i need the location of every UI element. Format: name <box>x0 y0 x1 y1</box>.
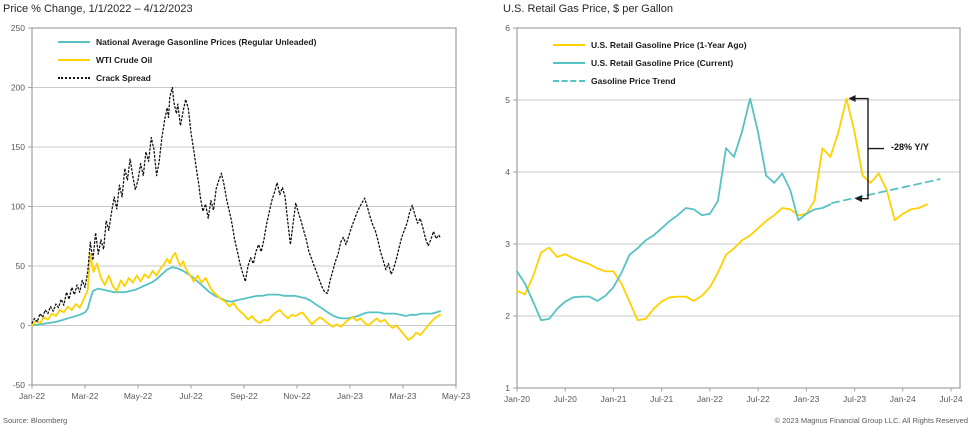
series-line-solid <box>516 97 832 322</box>
x-tick-label: Mar-23 <box>390 391 417 401</box>
legend-item-one-year-ago: U.S. Retail Gasoline Price (1-Year Ago) <box>553 39 747 50</box>
plot-border <box>516 27 961 389</box>
yoy-change-annotation: -28% Y/Y <box>891 142 929 152</box>
right-chart-legend: U.S. Retail Gasoline Price (1-Year Ago) … <box>553 39 747 86</box>
y-tick-label: 150 <box>11 142 25 152</box>
teal-line-swatch-icon <box>553 61 585 64</box>
series-line-dotted <box>31 86 441 324</box>
y-tick-label: 200 <box>11 83 25 93</box>
dotted-line-swatch-icon <box>58 76 90 79</box>
copyright-note: © 2023 Magnus Financial Group LLC. All R… <box>774 416 968 425</box>
y-tick-label: 250 <box>11 23 25 33</box>
x-tick-label: Sep-22 <box>230 391 258 401</box>
left-chart-title: Price % Change, 1/1/2022 – 4/12/2023 <box>3 3 193 15</box>
y-tick-label: 6 <box>505 23 510 33</box>
yellow-line-swatch-icon <box>58 58 90 61</box>
legend-item-crack-spread: Crack Spread <box>58 72 316 83</box>
x-tick-label: Jul-22 <box>747 394 770 404</box>
arrow-left-icon <box>854 195 862 203</box>
series-line-solid <box>31 251 442 341</box>
legend-item-current: U.S. Retail Gasoline Price (Current) <box>553 57 747 68</box>
right-chart-title: U.S. Retail Gas Price, $ per Gallon <box>503 3 673 15</box>
x-tick-label: Jan-23 <box>337 391 363 401</box>
x-tick-label: Jan-20 <box>504 394 530 404</box>
legend-label: U.S. Retail Gasoline Price (Current) <box>591 57 734 68</box>
legend-label: National Average Gasonline Prices (Regul… <box>96 36 317 47</box>
legend-label: Gasoline Price Trend <box>591 75 676 86</box>
y-tick-label: 3 <box>505 239 510 249</box>
teal-line-swatch-icon <box>58 40 90 43</box>
series-line-solid <box>31 266 442 327</box>
x-tick-label: Jul-22 <box>179 391 202 401</box>
x-tick-label: Mar-22 <box>72 391 99 401</box>
x-tick-label: Jul-21 <box>650 394 673 404</box>
x-tick-label: Nov-22 <box>283 391 311 401</box>
legend-item-price-trend: Gasoline Price Trend <box>553 75 747 86</box>
x-tick-label: Jul-23 <box>843 394 866 404</box>
y-tick-label: 1 <box>505 383 510 393</box>
x-tick-label: May-22 <box>124 391 153 401</box>
x-tick-label: Jan-22 <box>697 394 723 404</box>
y-tick-label: 4 <box>505 167 510 177</box>
legend-item-wti-crude: WTI Crude Oil <box>58 54 316 65</box>
x-tick-label: May-23 <box>442 391 471 401</box>
yellow-line-swatch-icon <box>553 43 585 46</box>
series-line-solid <box>516 97 928 322</box>
y-tick-label: 50 <box>16 261 26 271</box>
x-tick-label: Jan-21 <box>600 394 626 404</box>
arrow-left-icon <box>848 95 856 103</box>
y-tick-label: 5 <box>505 95 510 105</box>
x-tick-label: Jan-24 <box>890 394 916 404</box>
source-note: Source: Bloomberg <box>3 416 68 425</box>
x-tick-label: Jan-23 <box>793 394 819 404</box>
y-tick-label: -50 <box>13 380 26 390</box>
dashed-line-swatch-icon <box>553 79 585 82</box>
x-tick-label: Jul-24 <box>939 394 962 404</box>
legend-label: Crack Spread <box>96 72 151 83</box>
y-tick-label: 0 <box>20 321 25 331</box>
y-tick-label: 100 <box>11 202 25 212</box>
annotation-bracket <box>849 97 884 200</box>
left-chart-legend: National Average Gasonline Prices (Regul… <box>58 36 316 83</box>
x-tick-label: Jul-20 <box>554 394 577 404</box>
legend-label: WTI Crude Oil <box>96 54 153 65</box>
legend-label: U.S. Retail Gasoline Price (1-Year Ago) <box>591 39 747 50</box>
y-tick-label: 2 <box>505 311 510 321</box>
legend-item-gasoline-prices: National Average Gasonline Prices (Regul… <box>58 36 316 47</box>
series-line-dashed <box>831 178 941 204</box>
x-tick-label: Jan-22 <box>19 391 45 401</box>
